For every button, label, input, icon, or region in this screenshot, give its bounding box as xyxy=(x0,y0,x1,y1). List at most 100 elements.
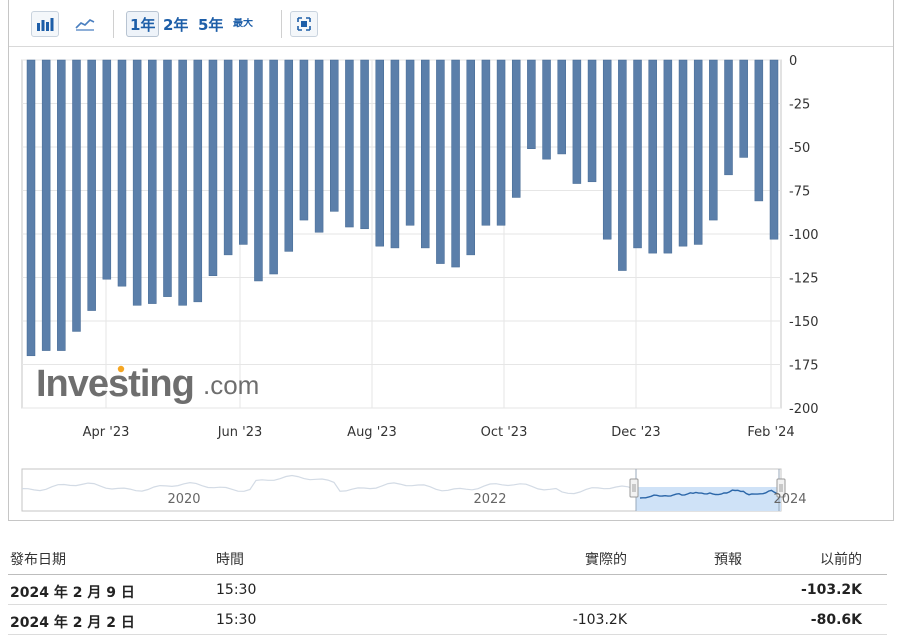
bar xyxy=(148,59,157,304)
range-5y-button[interactable]: 5年 xyxy=(198,15,224,34)
navigator-label: 2024 xyxy=(773,492,806,507)
bar xyxy=(739,59,748,158)
x-tick-label: Dec '23 xyxy=(611,425,660,440)
bar xyxy=(239,59,248,245)
bar xyxy=(360,59,369,230)
bar xyxy=(420,59,430,249)
bar xyxy=(72,59,81,332)
bar xyxy=(87,59,96,311)
y-tick-label: -100 xyxy=(789,228,819,243)
bar xyxy=(648,59,657,254)
bar xyxy=(724,59,733,176)
bar xyxy=(451,59,460,268)
bar xyxy=(269,59,278,275)
row-previous: -80.6K xyxy=(810,612,862,628)
bar xyxy=(769,59,779,240)
data-table: 發布日期 時間 實際的 預報 以前的 2024 年 2 月 9 日 15:30 … xyxy=(8,540,887,635)
bar xyxy=(314,59,324,233)
navigator-selected-line xyxy=(639,489,778,499)
x-tick-label: Oct '23 xyxy=(481,425,528,440)
header-previous: 以前的 xyxy=(820,552,862,568)
bar xyxy=(178,59,187,306)
navigator-label: 2022 xyxy=(473,492,506,507)
bar xyxy=(618,59,627,271)
bar xyxy=(511,59,521,198)
bar xyxy=(102,59,112,280)
y-tick-label: -75 xyxy=(789,185,810,200)
chart-toolbar: 1年 2年 5年 最大 xyxy=(9,0,893,47)
y-tick-label: -125 xyxy=(789,272,819,287)
bar xyxy=(254,59,263,282)
range-1y-button[interactable]: 1年 xyxy=(126,11,160,37)
y-tick-label: -50 xyxy=(789,141,810,156)
bar xyxy=(132,59,142,306)
bar xyxy=(330,59,339,212)
x-tick-label: Jun '23 xyxy=(217,425,263,440)
bar xyxy=(602,59,612,240)
bar xyxy=(587,59,597,183)
x-tick-label: Apr '23 xyxy=(83,425,130,440)
bar xyxy=(41,59,51,351)
navigator-selection xyxy=(636,487,781,511)
bar xyxy=(709,59,718,221)
bar xyxy=(405,59,415,226)
bar-chart-icon[interactable] xyxy=(31,11,59,37)
navigator-label: 2020 xyxy=(167,492,200,507)
y-tick-label: -175 xyxy=(789,359,819,374)
navigator-handle[interactable] xyxy=(776,478,786,498)
investing-watermark-suffix: .com xyxy=(203,370,259,400)
bar xyxy=(223,59,233,256)
row-previous: -103.2K xyxy=(801,582,862,598)
bar xyxy=(557,59,566,155)
y-tick-label: -150 xyxy=(789,315,819,330)
bar xyxy=(527,59,536,149)
header-time: 時間 xyxy=(216,552,244,568)
expand-icon[interactable] xyxy=(290,11,318,37)
bar xyxy=(163,59,172,297)
y-tick-label: 0 xyxy=(789,54,797,69)
x-tick-label: Aug '23 xyxy=(347,425,397,440)
chart-plot: 0 -25 -50 -75 -100 -125 -150 -175 -200 Apr '23 Jun… xyxy=(21,54,819,512)
header-actual: 實際的 xyxy=(585,552,627,568)
header-date: 發布日期 xyxy=(10,552,66,568)
y-tick-label: -25 xyxy=(789,98,810,113)
investing-watermark: Investing xyxy=(36,363,194,405)
line-chart-icon[interactable] xyxy=(71,11,99,37)
bar xyxy=(284,59,294,252)
bar xyxy=(375,59,385,247)
bar xyxy=(208,59,218,277)
bar xyxy=(26,59,36,357)
range-2y-button[interactable]: 2年 xyxy=(163,15,189,34)
bar xyxy=(693,59,703,245)
table-row: 2024 年 2 月 9 日 15:30 -103.2K xyxy=(8,575,887,605)
navigator-handle[interactable] xyxy=(629,478,639,498)
bar xyxy=(345,59,354,228)
bar xyxy=(572,59,582,184)
bar xyxy=(299,59,309,221)
table-row: 2024 年 2 月 2 日 15:30 -103.2K -80.6K xyxy=(8,605,887,635)
navigator-history-line xyxy=(21,474,635,495)
bar xyxy=(496,59,506,226)
bar xyxy=(481,59,491,226)
bar xyxy=(466,59,475,256)
bar xyxy=(57,59,66,351)
row-actual: -103.2K xyxy=(572,612,627,628)
row-date: 2024 年 2 月 9 日 xyxy=(10,585,135,601)
bar xyxy=(193,59,203,303)
bar xyxy=(663,59,673,254)
bar xyxy=(436,59,445,264)
bar xyxy=(542,59,551,160)
header-forecast: 預報 xyxy=(714,552,742,568)
watermark-dot xyxy=(117,365,125,373)
bar xyxy=(117,59,127,287)
bar xyxy=(390,59,400,249)
bar xyxy=(633,59,642,249)
y-tick-label: -200 xyxy=(789,402,819,417)
table-header: 發布日期 時間 實際的 預報 以前的 xyxy=(8,540,887,575)
row-time: 15:30 xyxy=(216,582,257,598)
row-date: 2024 年 2 月 2 日 xyxy=(10,615,135,631)
toolbar-divider xyxy=(113,10,114,38)
row-time: 15:30 xyxy=(216,612,257,628)
range-max-button[interactable]: 最大 xyxy=(233,18,253,29)
x-tick-label: Feb '24 xyxy=(747,425,794,440)
